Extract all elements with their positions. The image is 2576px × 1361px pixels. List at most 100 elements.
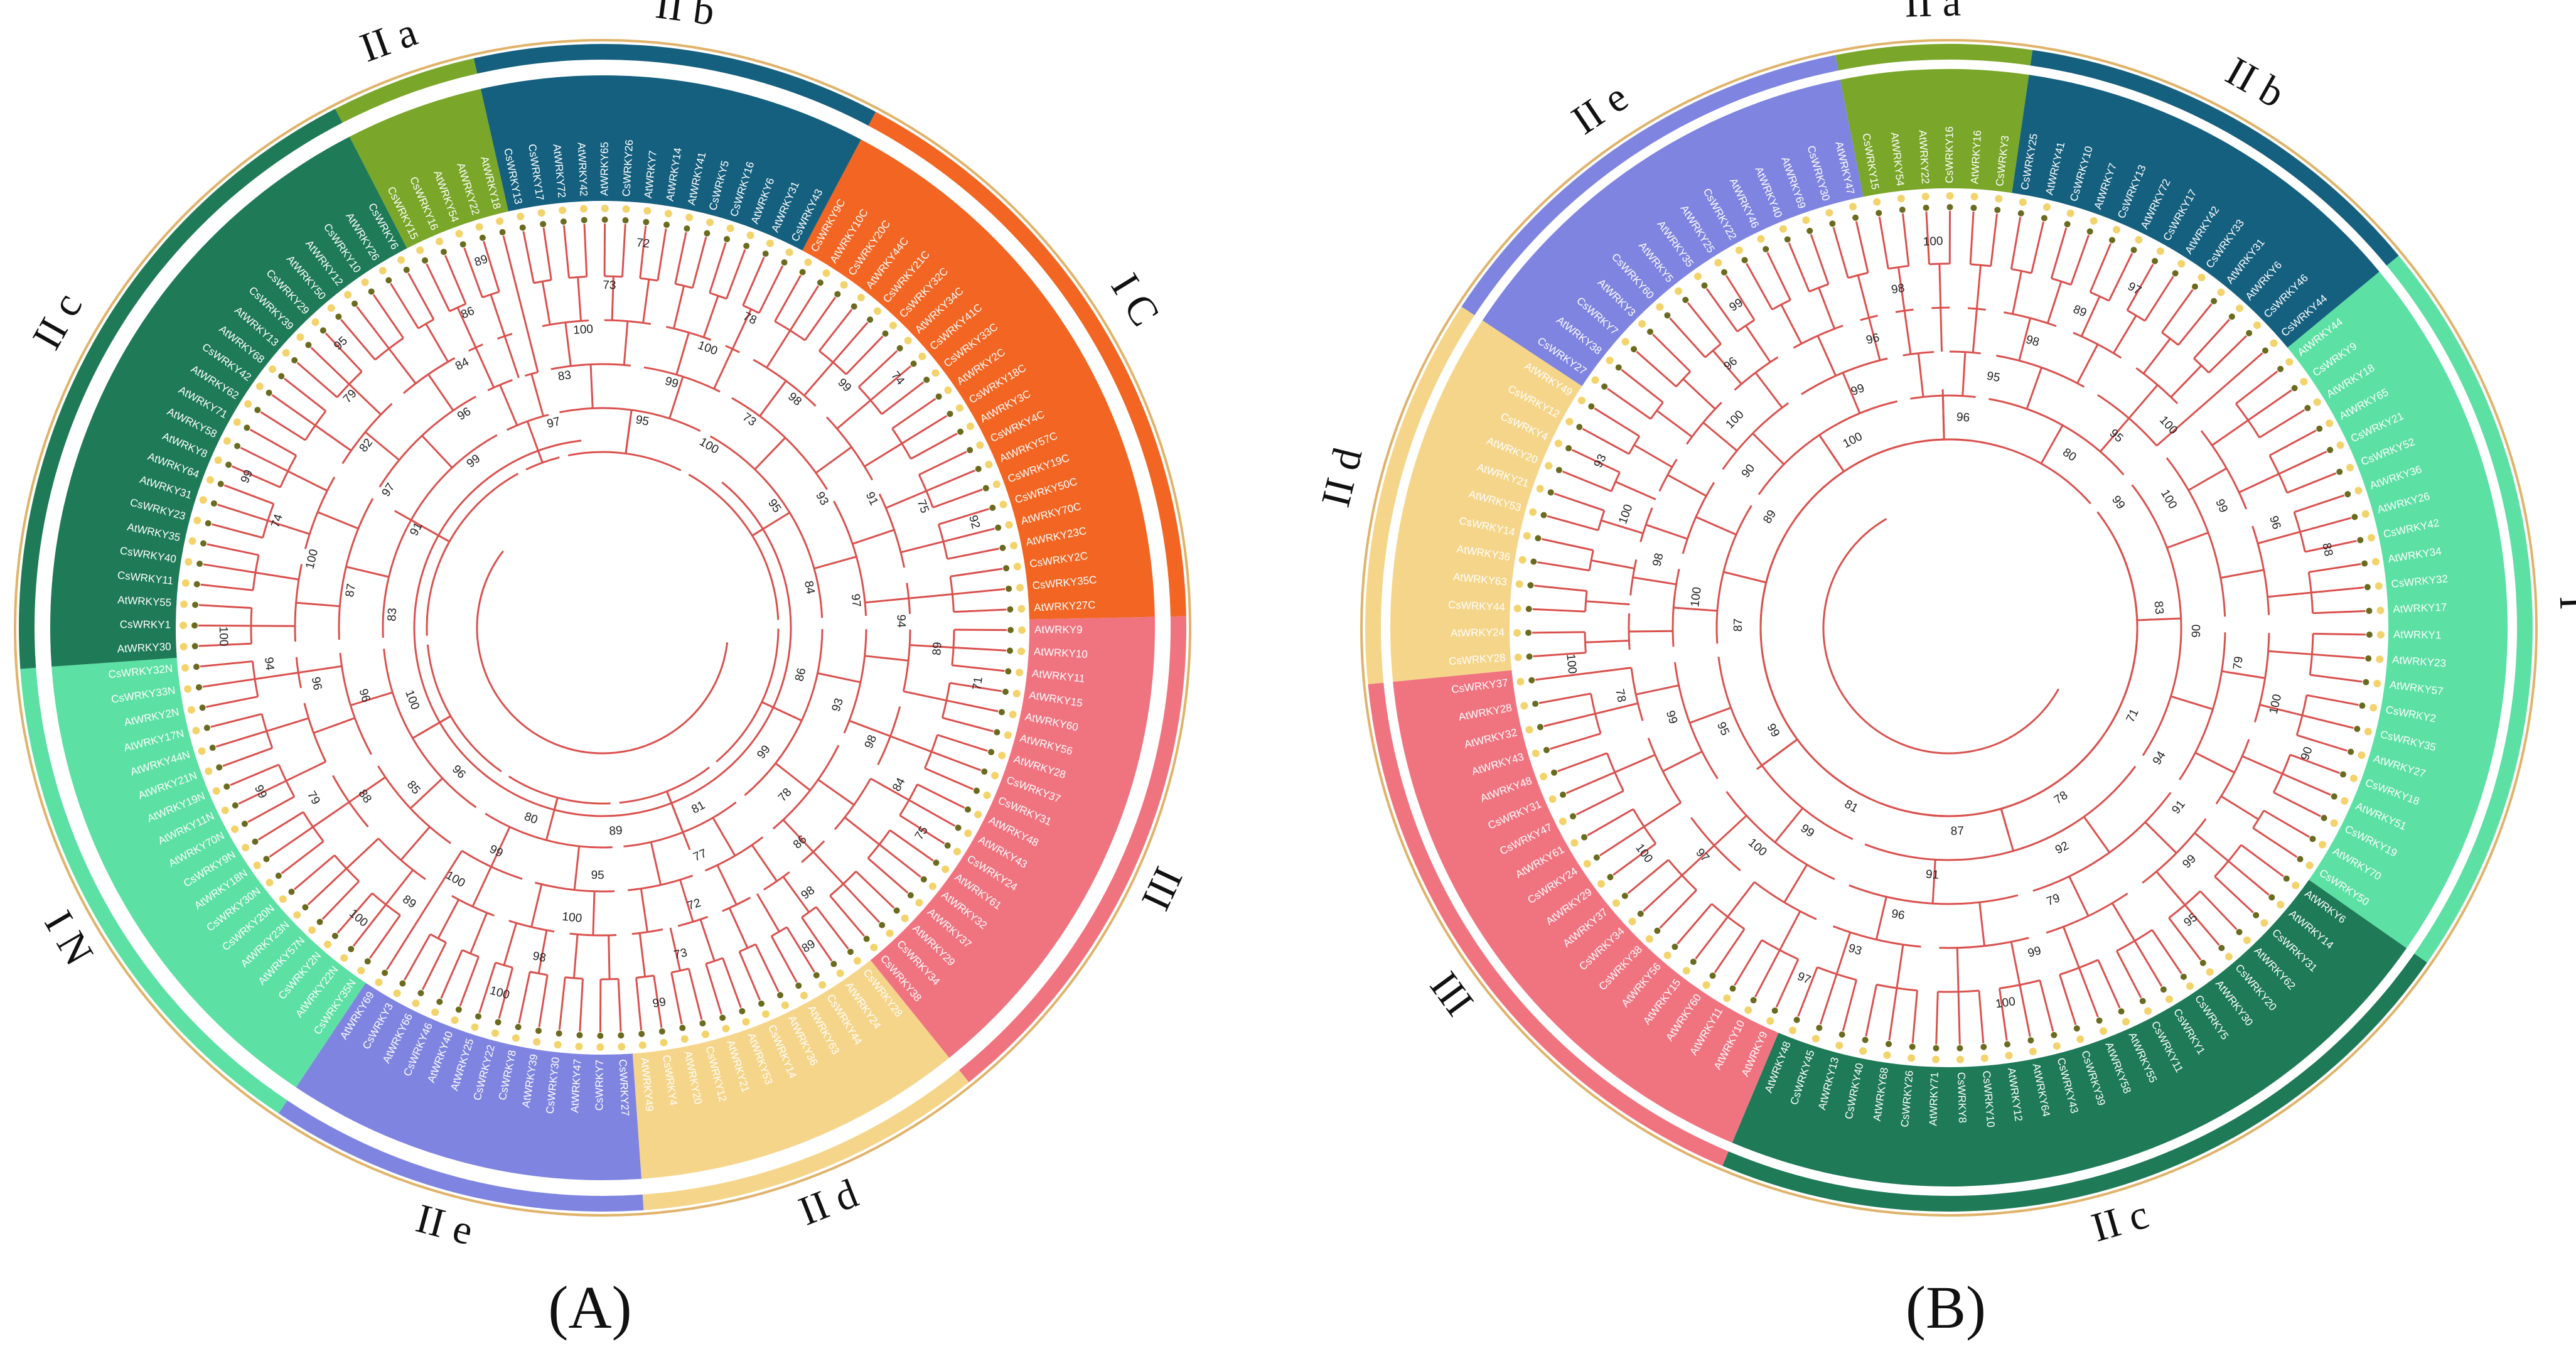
backbone-arc bbox=[413, 439, 792, 817]
tip-triangle bbox=[830, 960, 837, 967]
leaf-branch bbox=[2258, 409, 2305, 439]
leaf-branch bbox=[2287, 472, 2337, 494]
leaf-branch bbox=[1734, 939, 1763, 986]
tip-triangle bbox=[291, 357, 298, 363]
tip-triangle bbox=[1729, 985, 1736, 992]
tip-triangle bbox=[658, 1028, 665, 1035]
leaf-branch bbox=[2308, 563, 2361, 573]
tip-triangle bbox=[1933, 1045, 1940, 1052]
support-value: 93 bbox=[813, 490, 831, 508]
clade-spoke bbox=[1756, 738, 1798, 770]
clade-ii-d: II dCsWRKY28AtWRKY24CsWRKY44AtWRKY63AtWR… bbox=[1312, 306, 1640, 684]
branch-arc bbox=[2161, 331, 2179, 346]
tip-triangle bbox=[1615, 364, 1622, 371]
tip-triangle bbox=[1576, 424, 1583, 431]
branch-spoke bbox=[2241, 755, 2283, 775]
tip-triangle bbox=[896, 345, 903, 352]
leaf-branch bbox=[1554, 492, 1605, 512]
tip-triangle bbox=[2359, 702, 2366, 709]
clade-ring bbox=[335, 58, 478, 123]
tip-dot bbox=[1516, 677, 1525, 686]
tip-triangle bbox=[1560, 791, 1567, 798]
leaf-branch bbox=[1532, 608, 1586, 613]
tip-dot bbox=[198, 747, 206, 755]
support-value: 85 bbox=[404, 778, 423, 797]
branch-arc bbox=[1771, 299, 1791, 311]
branch-spoke bbox=[1614, 754, 1656, 773]
support-value: 89 bbox=[930, 642, 944, 655]
leaf-branch bbox=[2115, 950, 2142, 998]
tip-triangle bbox=[1525, 629, 1532, 636]
branch-spoke bbox=[348, 383, 382, 416]
tip-dot bbox=[1597, 880, 1605, 888]
tip-triangle bbox=[2366, 608, 2373, 615]
tip-triangle bbox=[2160, 986, 2167, 993]
clade-spoke bbox=[2000, 808, 2009, 834]
tip-dot bbox=[512, 1034, 520, 1042]
tip-dot bbox=[1921, 193, 1929, 201]
tip-triangle bbox=[975, 466, 982, 473]
tip-triangle bbox=[1526, 653, 1533, 660]
tip-triangle bbox=[2365, 655, 2372, 662]
support-value: 98 bbox=[1891, 282, 1906, 297]
tip-dot bbox=[223, 437, 231, 445]
branch-spoke bbox=[1702, 421, 1738, 452]
branch-arc bbox=[383, 648, 477, 809]
support-value: 99 bbox=[2109, 493, 2127, 512]
tip-dot bbox=[517, 212, 525, 220]
tip-dot bbox=[579, 205, 588, 213]
leaf-branch bbox=[325, 332, 363, 372]
branch-spoke bbox=[1662, 750, 1703, 772]
support-value: 96 bbox=[1956, 411, 1970, 424]
branch-arc bbox=[1847, 272, 1869, 279]
tip-triangle bbox=[923, 377, 930, 384]
support-value: 95 bbox=[635, 413, 650, 429]
tip-triangle bbox=[2297, 856, 2304, 863]
branch-spoke bbox=[759, 380, 787, 417]
tip-dot bbox=[279, 895, 287, 903]
tip-triangle bbox=[217, 480, 224, 487]
tip-triangle bbox=[1537, 724, 1543, 731]
tip-dot bbox=[1514, 654, 1522, 662]
support-value: 93 bbox=[830, 697, 847, 714]
tip-dot bbox=[1682, 967, 1690, 975]
leaf-branch bbox=[230, 763, 279, 787]
branch-spoke bbox=[296, 601, 340, 608]
leaf-branch bbox=[2019, 984, 2031, 1037]
support-value: 98 bbox=[799, 884, 818, 903]
tip-triangle bbox=[799, 269, 806, 276]
clade-band bbox=[2287, 271, 2508, 949]
leaf-branch bbox=[2235, 370, 2278, 405]
tip-triangle bbox=[601, 217, 608, 223]
tip-triangle bbox=[576, 1031, 583, 1038]
tip-triangle bbox=[1593, 854, 1600, 861]
branch-arc bbox=[722, 896, 751, 912]
tip-dot bbox=[953, 847, 961, 856]
branch-spoke bbox=[803, 362, 834, 396]
branch-spoke bbox=[2111, 902, 2136, 942]
tip-dot bbox=[188, 537, 196, 545]
tip-dot bbox=[293, 911, 301, 919]
tip-triangle bbox=[216, 764, 223, 771]
leaf-branch bbox=[478, 962, 496, 1013]
leaf-branch bbox=[774, 274, 802, 322]
tip-triangle bbox=[1547, 489, 1554, 496]
branch-spoke bbox=[766, 330, 792, 368]
branch-spoke bbox=[313, 717, 355, 734]
branch-spoke bbox=[713, 348, 734, 389]
clade-label: II b bbox=[2218, 48, 2292, 117]
tip-triangle bbox=[2316, 425, 2323, 432]
leaf-label: CsWRKY7 bbox=[593, 1060, 605, 1111]
tip-dot bbox=[762, 1010, 770, 1018]
tip-triangle bbox=[2336, 468, 2343, 475]
clade-arc bbox=[1880, 740, 2101, 817]
branch-spoke bbox=[267, 519, 310, 535]
tip-triangle bbox=[2291, 385, 2298, 392]
tip-dot bbox=[1017, 605, 1026, 613]
tip-triangle bbox=[581, 217, 588, 223]
panel-a-label: (A) bbox=[548, 1274, 631, 1341]
leaf-label: CsWRKY8 bbox=[1955, 1072, 1968, 1123]
tip-triangle bbox=[263, 856, 270, 863]
tip-triangle bbox=[851, 303, 857, 310]
